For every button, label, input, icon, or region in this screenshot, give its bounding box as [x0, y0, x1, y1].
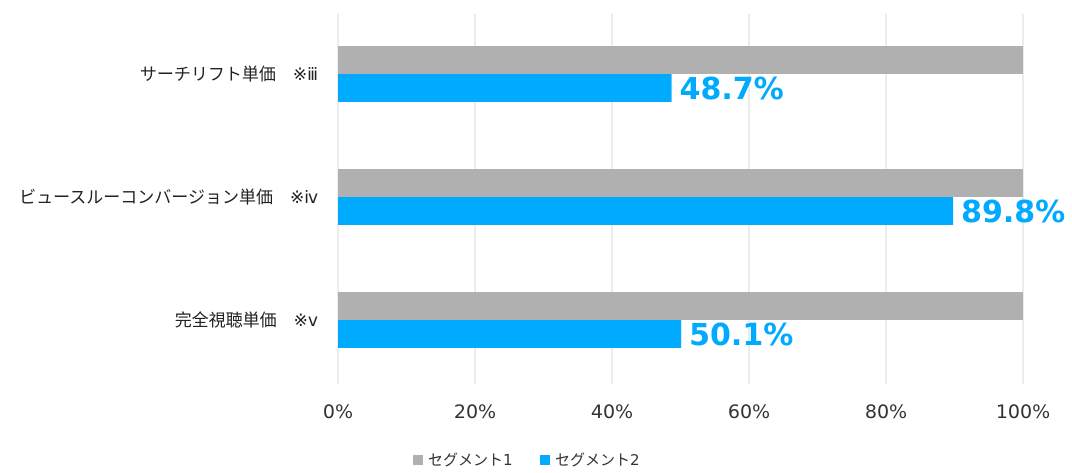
- bar-series1-cat2: [338, 169, 1023, 197]
- legend-label-1: セグメント1: [428, 451, 513, 469]
- data-label-1: 48.7%: [680, 72, 784, 107]
- category-label-3: 完全視聴単価 ※ⅴ: [175, 311, 318, 331]
- bar-series2-cat2: [338, 197, 954, 225]
- legend-label-2: セグメント2: [555, 451, 640, 469]
- legend-swatch-1: [413, 455, 423, 465]
- data-label-3: 50.1%: [689, 318, 793, 353]
- x-tick-label-20: 20%: [454, 401, 496, 423]
- bar-series2-cat1: [338, 74, 672, 102]
- x-tick-label-0: 0%: [323, 401, 353, 423]
- bar-series2-cat3: [338, 320, 682, 348]
- x-tick-label-40: 40%: [591, 401, 633, 423]
- category-label-2: ビュースルーコンバージョン単価 ※ⅳ: [19, 188, 318, 208]
- category-label-1: サーチリフト単価 ※ⅲ: [140, 65, 318, 85]
- x-tick-label-100: 100%: [996, 401, 1050, 423]
- legend-swatch-2: [540, 455, 550, 465]
- x-tick-label-80: 80%: [865, 401, 907, 423]
- x-tick-label-60: 60%: [728, 401, 770, 423]
- bar-series1-cat3: [338, 292, 1023, 320]
- bar-series1-cat1: [338, 46, 1023, 74]
- data-label-2: 89.8%: [961, 195, 1065, 230]
